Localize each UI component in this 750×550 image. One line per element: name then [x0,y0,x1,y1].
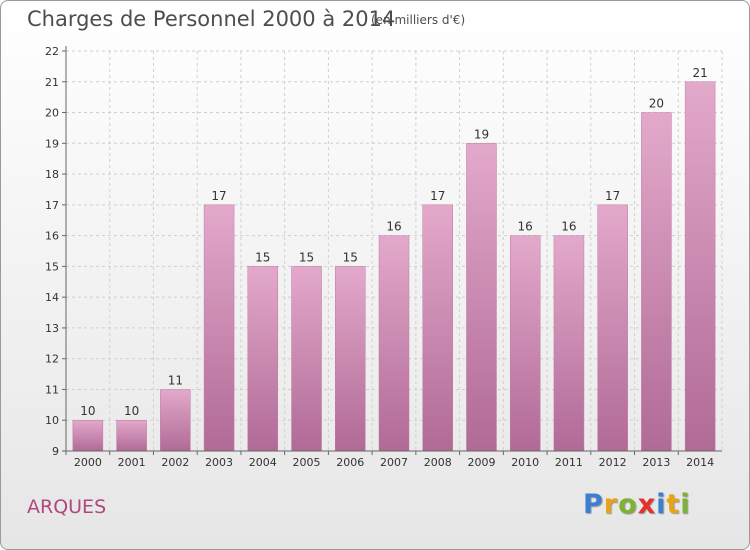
data-label: 20 [649,97,664,111]
data-label: 15 [255,250,270,264]
y-tick-label: 11 [45,383,59,396]
x-tick-label: 2002 [161,456,189,469]
x-tick-label: 2012 [599,456,627,469]
commune-name: ARQUES [27,496,107,518]
bar [509,235,541,452]
bar [72,419,104,452]
bar [684,81,716,452]
x-tick-label: 2009 [467,456,495,469]
bar [597,204,628,452]
data-label: 16 [518,220,533,234]
data-label: 17 [211,189,226,203]
data-label: 21 [692,66,707,80]
x-tick-label: 2014 [686,456,714,469]
bar [378,235,410,452]
y-tick-label: 20 [45,107,59,120]
chart-unit: (en milliers d'€) [371,13,466,27]
x-tick-label: 2008 [424,456,452,469]
x-tick-label: 2003 [205,456,233,469]
y-tick-label: 9 [52,445,59,458]
logo-letter: x [637,489,657,520]
bar [203,204,235,452]
data-label: 15 [343,250,358,264]
x-tick-label: 2010 [511,456,539,469]
x-tick-label: 2004 [249,456,277,469]
y-tick-label: 12 [45,353,59,366]
bar [553,235,585,452]
x-tick-label: 2011 [555,456,583,469]
y-tick-label: 13 [45,322,59,335]
x-tick-label: 2006 [336,456,364,469]
data-label: 16 [386,220,401,234]
y-tick-label: 21 [45,76,59,89]
bar [641,112,672,452]
y-tick-label: 16 [45,230,59,243]
bar [247,266,279,452]
x-tick-label: 2013 [642,456,670,469]
data-label: 10 [124,404,139,418]
bar [466,143,497,452]
logo-letter: i [680,489,691,520]
proxiti-logo: Proxiti [583,489,691,520]
bar [160,389,191,452]
x-tick-label: 2000 [74,456,102,469]
axes: 9 10 11 12 13 14 15 16 17 18 19 20 21 22 2000 2001 2002 2… [45,45,722,469]
bar [335,266,366,452]
x-tick-label: 2001 [118,456,146,469]
chart-title: Charges de Personnel 2000 à 2014 [27,7,396,31]
data-label: 11 [168,373,183,387]
bar [422,204,453,452]
bar [291,266,322,452]
y-tick-label: 14 [45,291,59,304]
data-label: 19 [474,127,489,141]
logo-letter: P [583,489,604,520]
logo-letter: o [618,489,638,520]
data-label: 10 [80,404,95,418]
y-tick-label: 17 [45,199,59,212]
data-label: 17 [605,189,620,203]
data-label: 16 [561,220,576,234]
data-label: 15 [299,250,314,264]
x-tick-label: 2005 [293,456,321,469]
logo-letter: i [656,489,667,520]
x-tick-label: 2007 [380,456,408,469]
bar [116,419,147,452]
y-tick-label: 15 [45,260,59,273]
bars: 10 10 11 17 15 15 15 16 17 19 16 16 17 20 21 [72,66,716,452]
y-tick-label: 19 [45,137,59,150]
data-label: 17 [430,189,445,203]
logo-letter: t [666,489,681,520]
logo-letter: r [603,489,619,520]
y-tick-label: 22 [45,45,59,58]
y-tick-label: 10 [45,414,59,427]
y-tick-label: 18 [45,168,59,181]
